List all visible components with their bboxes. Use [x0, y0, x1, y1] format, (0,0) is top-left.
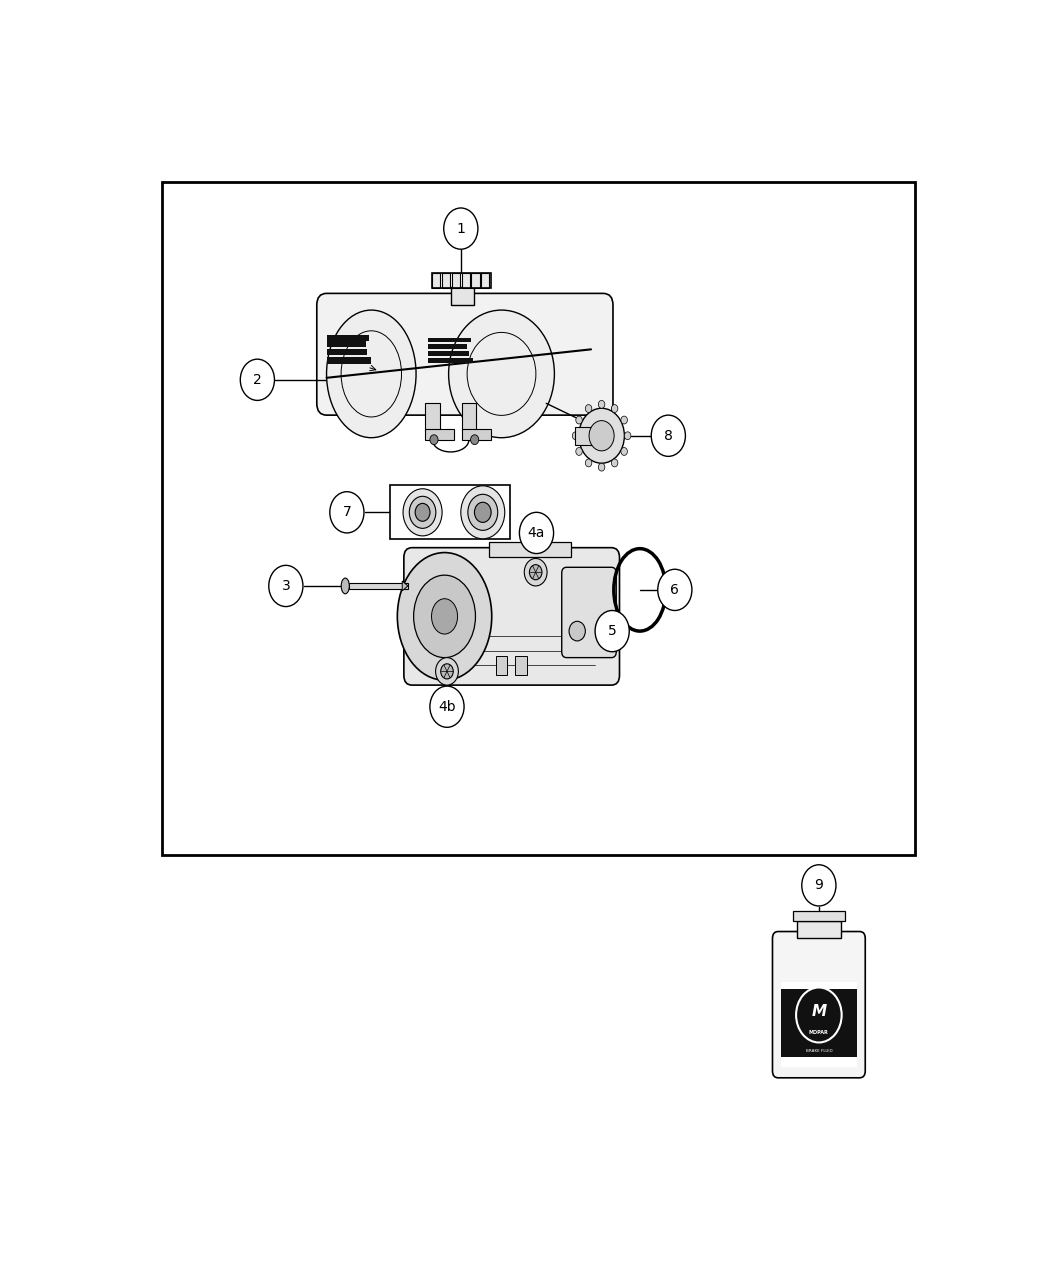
Bar	[797, 921, 841, 938]
Ellipse shape	[403, 488, 442, 536]
Circle shape	[269, 565, 303, 607]
Bar	[350, 583, 408, 589]
Ellipse shape	[461, 486, 505, 539]
Ellipse shape	[414, 575, 476, 658]
Circle shape	[802, 864, 836, 907]
Bar	[780, 982, 857, 989]
Text: 1: 1	[457, 222, 465, 236]
Circle shape	[575, 448, 583, 455]
Bar	[462, 273, 469, 288]
Text: 5: 5	[608, 623, 616, 638]
Bar	[793, 910, 845, 921]
Bar	[428, 358, 472, 363]
Text: 6: 6	[670, 583, 679, 597]
Circle shape	[572, 432, 579, 440]
Bar	[452, 273, 460, 288]
Circle shape	[470, 435, 479, 445]
Ellipse shape	[341, 578, 350, 594]
Circle shape	[585, 404, 592, 413]
Text: 4b: 4b	[438, 700, 456, 714]
Text: BRAKE FLUID: BRAKE FLUID	[805, 1049, 833, 1053]
Bar	[442, 273, 450, 288]
Circle shape	[441, 664, 454, 678]
Ellipse shape	[327, 310, 416, 437]
Circle shape	[657, 569, 692, 611]
Circle shape	[436, 658, 459, 685]
Bar	[327, 334, 369, 340]
Bar	[425, 403, 440, 430]
Circle shape	[621, 448, 628, 455]
Bar	[471, 273, 480, 288]
Ellipse shape	[410, 496, 436, 528]
Text: 7: 7	[342, 505, 352, 519]
Ellipse shape	[468, 495, 498, 530]
Bar	[574, 427, 604, 445]
Circle shape	[579, 408, 625, 463]
Circle shape	[598, 463, 605, 470]
Bar	[489, 542, 571, 557]
Bar	[780, 983, 857, 1067]
Polygon shape	[402, 581, 407, 590]
Bar	[496, 655, 507, 676]
Circle shape	[611, 404, 617, 413]
Circle shape	[796, 988, 842, 1043]
Bar	[462, 403, 477, 430]
Circle shape	[621, 416, 628, 425]
Ellipse shape	[475, 502, 491, 523]
Text: 3: 3	[281, 579, 290, 593]
Bar	[327, 342, 365, 347]
Ellipse shape	[448, 310, 554, 437]
Circle shape	[611, 459, 617, 467]
Circle shape	[651, 416, 686, 456]
Circle shape	[595, 611, 629, 652]
Bar	[433, 273, 491, 288]
Ellipse shape	[397, 552, 491, 680]
Bar	[462, 428, 491, 440]
Circle shape	[585, 459, 592, 467]
FancyBboxPatch shape	[404, 548, 620, 685]
Bar	[327, 357, 372, 365]
Text: 8: 8	[664, 428, 673, 442]
Bar	[433, 273, 441, 288]
Text: 9: 9	[815, 878, 823, 892]
Circle shape	[598, 400, 605, 408]
Bar	[516, 655, 527, 676]
Circle shape	[520, 513, 553, 553]
Circle shape	[524, 558, 547, 587]
Circle shape	[529, 565, 542, 580]
Bar	[425, 428, 455, 440]
Bar	[390, 484, 510, 539]
Text: M: M	[812, 1003, 826, 1019]
Bar	[452, 287, 474, 305]
Circle shape	[444, 208, 478, 249]
Circle shape	[240, 360, 274, 400]
Bar	[780, 1057, 857, 1067]
Bar	[428, 352, 469, 356]
Bar	[327, 349, 368, 356]
Circle shape	[575, 416, 583, 425]
Bar	[428, 338, 470, 343]
Text: 2: 2	[253, 372, 261, 386]
FancyBboxPatch shape	[773, 932, 865, 1077]
FancyBboxPatch shape	[562, 567, 616, 658]
Circle shape	[569, 621, 585, 641]
Bar	[162, 182, 915, 856]
Circle shape	[625, 432, 631, 440]
Bar	[481, 273, 489, 288]
Text: 4a: 4a	[528, 525, 545, 539]
FancyBboxPatch shape	[317, 293, 613, 416]
Ellipse shape	[415, 504, 430, 521]
Circle shape	[330, 492, 364, 533]
Circle shape	[429, 435, 438, 445]
Bar	[428, 344, 467, 349]
Text: MOPAR: MOPAR	[808, 1030, 828, 1035]
Circle shape	[429, 686, 464, 727]
Ellipse shape	[432, 599, 458, 634]
Circle shape	[589, 421, 614, 451]
